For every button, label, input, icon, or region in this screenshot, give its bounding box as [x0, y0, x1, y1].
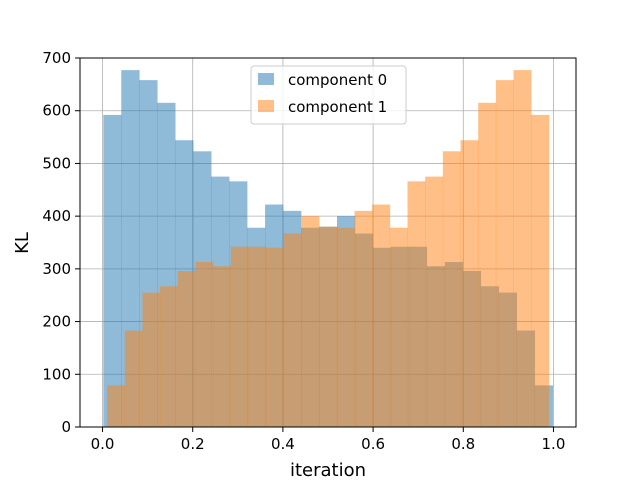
- plot-frame: [79, 57, 577, 428]
- bar-component-1: [425, 176, 444, 427]
- legend: component 0 component 1: [250, 65, 407, 125]
- bar-component-1: [142, 292, 161, 427]
- bar-component-1: [513, 70, 532, 428]
- bar-component-1: [160, 286, 179, 427]
- y-tick-label: 100: [42, 365, 71, 383]
- bar-component-1: [372, 204, 391, 427]
- bar-component-1: [124, 330, 143, 427]
- y-tick-label: 400: [42, 207, 71, 225]
- bar-component-0: [103, 114, 122, 427]
- bar-component-1: [301, 216, 320, 427]
- axis-ticks: 0.0 0.2 0.4 0.6 0.8 1.0 0 100 200 300 400 500 600 700: [42, 49, 565, 453]
- bar-component-1: [177, 270, 196, 427]
- bar-component-1: [107, 385, 126, 427]
- bar-component-1: [195, 262, 214, 427]
- bar-component-1: [354, 210, 373, 427]
- y-tick-label: 500: [42, 154, 71, 172]
- y-tick-label: 300: [42, 260, 71, 278]
- bar-component-1: [495, 80, 514, 427]
- legend-label-component-0: component 0: [288, 71, 387, 89]
- y-axis-label: KL: [12, 232, 33, 254]
- x-tick-label: 0.6: [361, 435, 385, 453]
- bar-component-1: [407, 181, 426, 427]
- x-tick-label: 0.2: [181, 435, 205, 453]
- legend-swatch-component-0: [258, 73, 274, 85]
- x-tick-label: 0.8: [451, 435, 475, 453]
- bar-component-1: [266, 247, 285, 427]
- x-tick-label: 0.0: [91, 435, 115, 453]
- bar-component-1: [283, 233, 302, 427]
- legend-swatch-component-1: [258, 100, 274, 112]
- bar-component-1: [336, 227, 355, 427]
- bar-component-1: [248, 246, 267, 427]
- x-tick-label: 1.0: [542, 435, 566, 453]
- bar-component-1: [531, 114, 550, 427]
- bar-component-1: [389, 227, 408, 427]
- bars: [103, 70, 553, 428]
- bar-component-1: [478, 102, 497, 428]
- bar-component-1: [319, 226, 338, 427]
- x-tick-label: 0.4: [271, 435, 295, 453]
- bar-component-1: [460, 140, 479, 427]
- bar-component-1: [442, 151, 461, 427]
- legend-label-component-1: component 1: [288, 98, 387, 116]
- y-tick-label: 700: [42, 49, 71, 67]
- x-axis-label: iteration: [290, 460, 366, 480]
- y-tick-label: 200: [42, 313, 71, 331]
- y-tick-label: 600: [42, 102, 71, 120]
- legend-box: [250, 65, 407, 125]
- bar-component-1: [213, 266, 232, 427]
- bar-component-1: [230, 246, 249, 427]
- y-tick-label: 0: [61, 418, 71, 436]
